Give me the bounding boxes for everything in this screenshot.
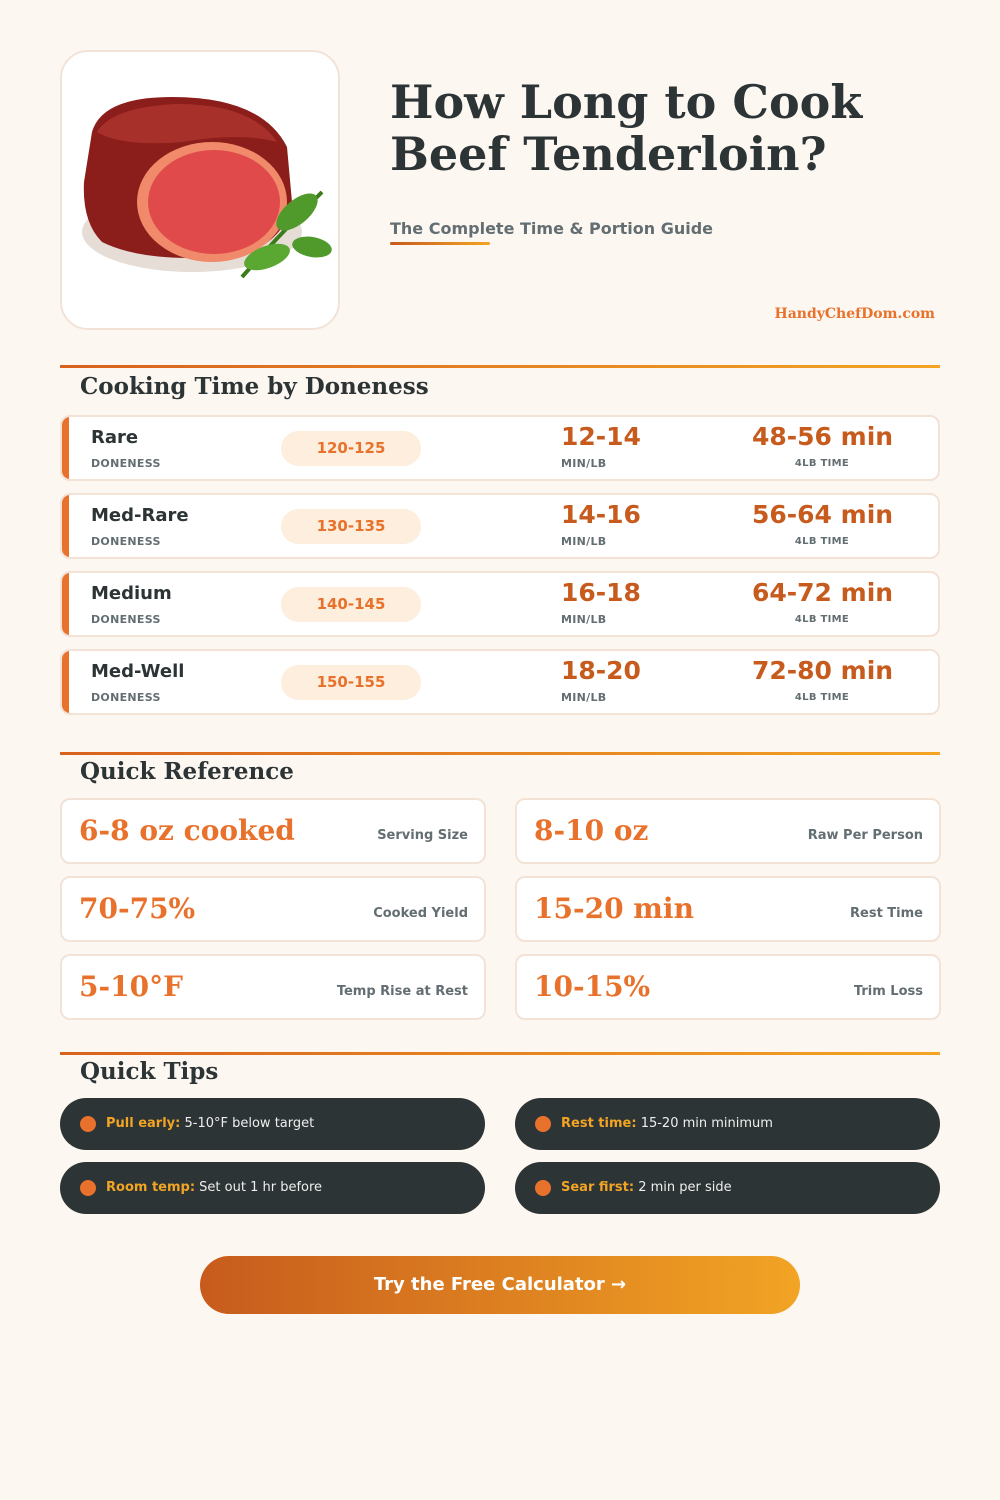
total-time-label: 4LB TIME <box>794 614 850 625</box>
row-accent <box>62 651 69 713</box>
temp-badge: 150-155 <box>281 665 421 700</box>
bullet-icon <box>80 1116 96 1132</box>
reference-value: 5-10°F <box>79 970 183 1003</box>
min-per-lb-label: MIN/LB <box>561 613 607 626</box>
doneness-heading: Cooking Time by Doneness <box>80 373 429 400</box>
reference-card: 5-10°F Temp Rise at Rest <box>60 954 486 1020</box>
reference-label: Raw Per Person <box>807 828 923 843</box>
calculator-button[interactable]: Try the Free Calculator → <box>200 1256 800 1314</box>
doneness-label: DONENESS <box>91 457 161 470</box>
bullet-icon <box>535 1116 551 1132</box>
min-per-lb-label: MIN/LB <box>561 457 607 470</box>
reference-value: 8-10 oz <box>534 814 649 847</box>
reference-card: 70-75% Cooked Yield <box>60 876 486 942</box>
tip-text: 2 min per side <box>638 1180 732 1195</box>
doneness-label: DONENESS <box>91 535 161 548</box>
tips-heading: Quick Tips <box>80 1058 219 1085</box>
subtitle-underline <box>390 242 490 245</box>
reference-card: 10-15% Trim Loss <box>515 954 941 1020</box>
tip-pill: Rest time: 15-20 min minimum <box>515 1098 940 1150</box>
tip-text: 5-10°F below target <box>184 1116 315 1131</box>
subtitle: The Complete Time & Portion Guide <box>390 219 714 238</box>
doneness-label: DONENESS <box>91 691 161 704</box>
row-accent <box>62 417 69 479</box>
tip-pill: Pull early: 5-10°F below target <box>60 1098 485 1150</box>
temp-badge: 130-135 <box>281 509 421 544</box>
min-per-lb-label: MIN/LB <box>561 691 607 704</box>
total-time-label: 4LB TIME <box>794 536 850 547</box>
bullet-icon <box>535 1180 551 1196</box>
min-per-lb: 16-18 <box>561 578 641 607</box>
total-time: 48-56 min <box>752 422 894 451</box>
section-divider <box>60 1052 940 1055</box>
min-per-lb: 14-16 <box>561 500 641 529</box>
title-line-1: How Long to Cook <box>390 75 863 129</box>
tip-text: 15-20 min minimum <box>640 1116 773 1131</box>
row-accent <box>62 495 69 557</box>
doneness-label: DONENESS <box>91 613 161 626</box>
tip-key: Sear first: <box>561 1180 635 1195</box>
doneness-name: Medium <box>91 583 172 604</box>
tip-pill: Sear first: 2 min per side <box>515 1162 940 1214</box>
reference-card: 15-20 min Rest Time <box>515 876 941 942</box>
reference-value: 6-8 oz cooked <box>79 814 295 847</box>
temp-badge: 140-145 <box>281 587 421 622</box>
total-time: 64-72 min <box>752 578 894 607</box>
tip-text: Set out 1 hr before <box>199 1180 323 1195</box>
tip-pill: Room temp: Set out 1 hr before <box>60 1162 485 1214</box>
reference-value: 70-75% <box>79 892 196 925</box>
reference-heading: Quick Reference <box>80 758 294 785</box>
site-link[interactable]: HandyChefDom.com <box>774 306 936 322</box>
doneness-name: Med-Well <box>91 661 185 682</box>
reference-label: Rest Time <box>850 906 923 921</box>
doneness-row: Med-Well DONENESS 150-155 18-20 MIN/LB 7… <box>60 649 940 715</box>
bullet-icon <box>80 1180 96 1196</box>
beef-tenderloin-illustration <box>82 97 332 279</box>
tip-key: Rest time: <box>561 1116 637 1131</box>
reference-value: 10-15% <box>534 970 651 1003</box>
tip-key: Pull early: <box>106 1116 181 1131</box>
tip-key: Room temp: <box>106 1180 196 1195</box>
min-per-lb: 12-14 <box>561 422 641 451</box>
total-time: 56-64 min <box>752 500 894 529</box>
total-time-label: 4LB TIME <box>794 692 850 703</box>
section-divider <box>60 752 940 755</box>
title-line-2: Beef Tenderloin? <box>390 127 827 181</box>
reference-label: Serving Size <box>377 828 468 843</box>
beef-image-card <box>60 50 340 330</box>
reference-value: 15-20 min <box>534 892 694 925</box>
doneness-row: Med-Rare DONENESS 130-135 14-16 MIN/LB 5… <box>60 493 940 559</box>
reference-label: Trim Loss <box>853 984 923 999</box>
doneness-row: Medium DONENESS 140-145 16-18 MIN/LB 64-… <box>60 571 940 637</box>
reference-card: 8-10 oz Raw Per Person <box>515 798 941 864</box>
reference-card: 6-8 oz cooked Serving Size <box>60 798 486 864</box>
doneness-name: Med-Rare <box>91 505 189 526</box>
page-title: How Long to Cook Beef Tenderloin? <box>390 76 862 180</box>
row-accent <box>62 573 69 635</box>
reference-label: Temp Rise at Rest <box>336 984 468 999</box>
total-time: 72-80 min <box>752 656 894 685</box>
temp-badge: 120-125 <box>281 431 421 466</box>
section-divider <box>60 365 940 368</box>
reference-label: Cooked Yield <box>373 906 468 921</box>
min-per-lb: 18-20 <box>561 656 641 685</box>
doneness-name: Rare <box>91 427 139 448</box>
min-per-lb-label: MIN/LB <box>561 535 607 548</box>
doneness-row: Rare DONENESS 120-125 12-14 MIN/LB 48-56… <box>60 415 940 481</box>
total-time-label: 4LB TIME <box>794 458 850 469</box>
